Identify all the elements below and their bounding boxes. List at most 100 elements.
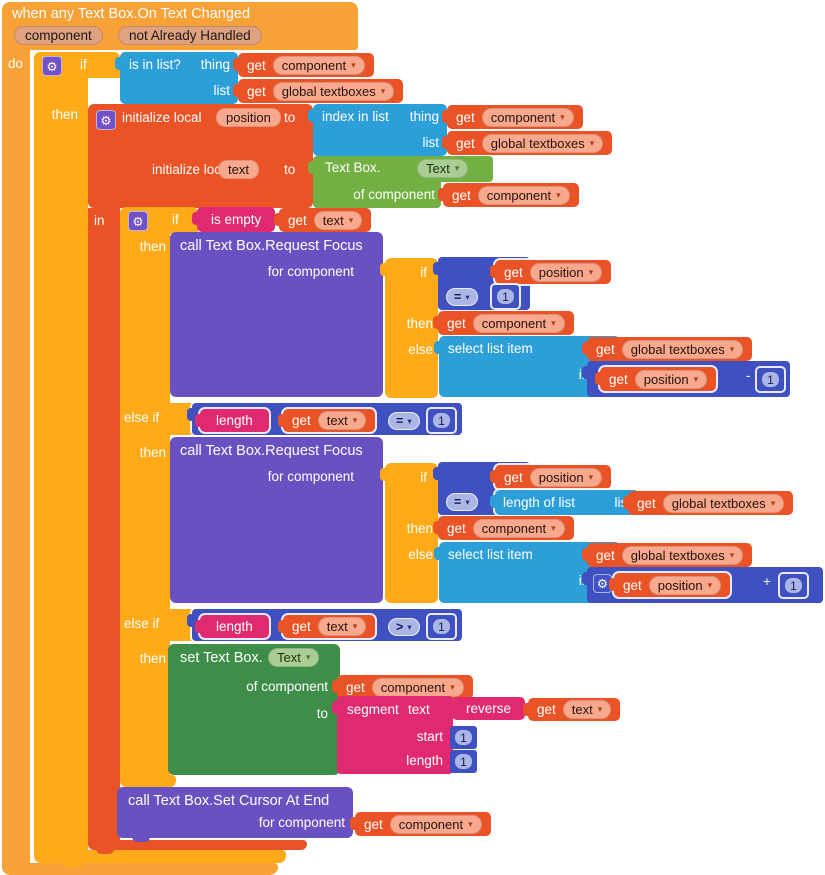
get-component-block[interactable]: get component ▾: [433, 311, 574, 335]
is-in-list-block[interactable]: is in list? thing list: [115, 52, 238, 104]
inline-if-2[interactable]: [380, 463, 438, 603]
call-request-focus-block-1[interactable]: [170, 232, 383, 397]
component-dropdown[interactable]: component ▾: [477, 185, 570, 205]
number-1-block[interactable]: 1: [450, 750, 477, 773]
segment-text-arg-label: text: [408, 702, 430, 717]
length-of-list-label: length of list: [503, 495, 576, 510]
position-dropdown[interactable]: position ▾: [529, 262, 603, 282]
text-dropdown[interactable]: text ▾: [317, 617, 367, 636]
component-dropdown[interactable]: component ▾: [472, 518, 565, 538]
get-component-block[interactable]: get component ▾: [350, 812, 491, 836]
component-dropdown[interactable]: component ▾: [389, 814, 482, 834]
get-global-textboxes-block[interactable]: get global textboxes ▾: [581, 337, 753, 361]
operator-value: >: [396, 620, 404, 634]
else-if-row-1[interactable]: [120, 403, 194, 435]
global-textboxes-dropdown[interactable]: global textboxes ▾: [662, 493, 785, 513]
component-dropdown[interactable]: component ▾: [481, 107, 574, 127]
equals-operator-dropdown[interactable]: = ▾: [388, 412, 420, 430]
dropdown-arrow-icon: ▾: [707, 579, 713, 590]
text-dropdown[interactable]: text ▾: [313, 210, 363, 230]
segment-label: segment: [347, 702, 399, 717]
global-textboxes-dropdown[interactable]: global textboxes ▾: [621, 339, 744, 359]
get-global-textboxes-block[interactable]: get global textboxes ▾: [232, 79, 404, 103]
component-dropdown[interactable]: component ▾: [371, 677, 464, 697]
equals-operator-dropdown[interactable]: = ▾: [446, 288, 478, 306]
get-text-block[interactable]: get text ▾: [522, 698, 621, 721]
get-text-block[interactable]: get text ▾: [273, 208, 372, 232]
else-if-row-2[interactable]: [120, 609, 194, 641]
number-value: 1: [455, 730, 472, 745]
operator-value: =: [454, 290, 462, 304]
get-text-block[interactable]: get text ▾: [277, 409, 376, 432]
local-name-text-field[interactable]: text: [218, 160, 259, 179]
global-textboxes-dropdown[interactable]: global textboxes ▾: [621, 545, 744, 565]
text-property-dropdown[interactable]: Text ▾: [417, 159, 469, 178]
get-component-block[interactable]: get component ▾: [438, 183, 579, 207]
get-text-block[interactable]: get text ▾: [277, 615, 376, 638]
inner-if-bottom-bar[interactable]: [120, 775, 176, 787]
number-1-block[interactable]: 1: [450, 726, 477, 749]
call-set-cursor-block[interactable]: [117, 787, 353, 838]
init-local-left-rail[interactable]: [88, 208, 120, 840]
number-1-block[interactable]: 1: [492, 285, 519, 308]
number-1-block[interactable]: 1: [780, 574, 807, 597]
get-position-block[interactable]: get position ▾: [594, 367, 717, 391]
call-request-focus-block-2[interactable]: [170, 437, 383, 603]
number-1-block[interactable]: 1: [428, 615, 455, 638]
event-param-not-already-handled[interactable]: not Already Handled: [118, 26, 262, 45]
text-dropdown[interactable]: text ▾: [317, 411, 367, 430]
outer-if-mutator-gear-icon[interactable]: ⚙: [42, 56, 62, 76]
length-block[interactable]: length: [195, 409, 269, 432]
init-local-bottom-bar[interactable]: [88, 840, 307, 850]
component-dropdown[interactable]: component ▾: [272, 55, 365, 75]
outer-if-left-rail[interactable]: [34, 78, 88, 850]
index-in-list-label: index in list: [322, 109, 389, 124]
get-global-textboxes-block[interactable]: get global textboxes ▾: [622, 491, 794, 515]
length-block[interactable]: length: [195, 615, 269, 638]
position-dropdown[interactable]: position ▾: [648, 575, 722, 595]
get-global-textboxes-block[interactable]: get global textboxes ▾: [441, 131, 613, 155]
init-local-mutator-gear-icon[interactable]: ⚙: [96, 110, 116, 130]
reverse-block[interactable]: reverse: [446, 697, 526, 720]
get-position-block[interactable]: get position ▾: [489, 465, 612, 489]
inner-if-mutator-gear-icon[interactable]: ⚙: [128, 211, 148, 231]
component-dropdown[interactable]: component ▾: [472, 313, 565, 333]
global-textboxes-dropdown[interactable]: global textboxes ▾: [272, 81, 395, 101]
get-position-block[interactable]: get position ▾: [608, 573, 731, 597]
index-in-list-block[interactable]: index in list thing list: [308, 104, 447, 156]
get-label: get: [346, 679, 365, 695]
number-1-block[interactable]: 1: [428, 409, 455, 432]
get-position-block[interactable]: get position ▾: [489, 260, 612, 284]
greater-operator-dropdown[interactable]: > ▾: [388, 618, 420, 636]
equals-operator-dropdown[interactable]: = ▾: [446, 493, 478, 511]
position-dropdown[interactable]: position ▾: [634, 369, 708, 389]
segment-text-block[interactable]: [332, 696, 453, 774]
get-label: get: [292, 619, 311, 634]
position-dropdown[interactable]: position ▾: [529, 467, 603, 487]
call-request-focus-label-1: call Text Box.Request Focus: [180, 238, 363, 254]
when-event-bottom-bar[interactable]: [2, 863, 278, 875]
outer-if-bottom-bar[interactable]: [34, 850, 286, 863]
textbox-text-getter-block-row2[interactable]: [313, 182, 441, 208]
get-global-textboxes-block[interactable]: get global textboxes ▾: [581, 543, 753, 567]
dropdown-value: text: [326, 413, 348, 428]
inline-if-1[interactable]: [380, 258, 438, 398]
global-textboxes-dropdown[interactable]: global textboxes ▾: [481, 133, 604, 153]
number-1-block[interactable]: 1: [757, 368, 784, 391]
dropdown-arrow-icon: ▾: [597, 704, 603, 714]
is-empty-block[interactable]: is empty: [191, 207, 276, 232]
inner-if-left-rail[interactable]: [120, 234, 170, 775]
when-event-left-rail[interactable]: [2, 50, 30, 863]
get-component-block[interactable]: get component ▾: [442, 105, 583, 129]
local-name-position-field[interactable]: position: [216, 108, 281, 127]
get-component-block[interactable]: get component ▾: [233, 53, 374, 77]
get-component-block[interactable]: get component ▾: [433, 516, 574, 540]
get-label: get: [247, 57, 266, 73]
length-of-list-block[interactable]: length of list list: [490, 490, 639, 515]
dropdown-arrow-icon: ▾: [352, 621, 358, 631]
event-param-component[interactable]: component: [14, 26, 103, 45]
text-property-dropdown[interactable]: Text ▾: [268, 648, 320, 667]
text-dropdown[interactable]: text ▾: [562, 700, 612, 719]
get-component-block[interactable]: get component ▾: [332, 675, 473, 699]
init-local-next-notch: [96, 849, 114, 854]
